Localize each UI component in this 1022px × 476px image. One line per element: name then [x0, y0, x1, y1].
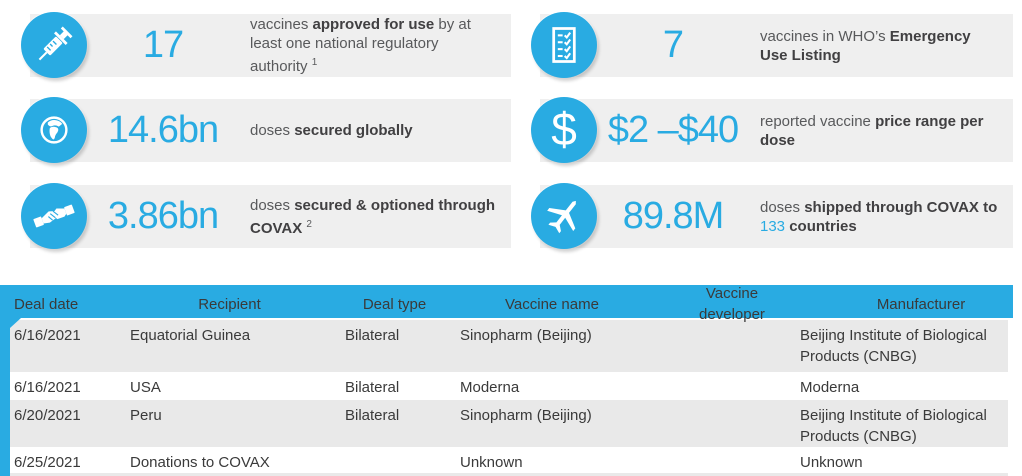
text-segment: countries — [785, 217, 857, 235]
stat-description: doses secured globally — [236, 121, 511, 140]
footnote-marker: 2 — [306, 218, 312, 230]
text-segment: vaccines in WHO’s — [760, 27, 890, 45]
text-segment-highlight: 133 — [760, 217, 786, 235]
cell-vaccine-name: Unknown — [460, 454, 523, 471]
handshake-icon — [21, 183, 87, 249]
cell-recipient: USA — [130, 379, 161, 396]
header-cell-deal-type: Deal type — [362, 295, 427, 313]
text-segment: doses — [250, 122, 295, 139]
globe-icon — [21, 97, 87, 163]
checklist-icon — [531, 12, 597, 78]
cell-manufacturer: Beijing Institute of Biological Products… — [800, 407, 987, 445]
cell-deal-type: Bilateral — [345, 327, 400, 344]
header-cell-vaccine-developer: Vaccine developer — [699, 285, 765, 323]
cell-deal-date: 6/25/2021 — [14, 454, 81, 471]
cell-manufacturer: Moderna — [800, 379, 860, 396]
cell-recipient: Donations to COVAX — [130, 454, 270, 471]
stat-value: 89.8M — [622, 195, 725, 237]
header-corner-notch — [10, 318, 21, 328]
cell-vaccine-developer — [650, 320, 790, 372]
cell-deal-type: Bilateral — [345, 379, 400, 396]
cell-recipient: Peru — [130, 407, 162, 424]
cell-deal-type: Bilateral — [345, 407, 400, 424]
stat-description: doses shipped through COVAX to 133 count… — [746, 198, 1013, 236]
cell-deal-type — [335, 447, 450, 473]
stat-description: vaccines in WHO’s Emergency Use Listing — [746, 27, 1013, 65]
dollar-icon: $ — [531, 97, 597, 163]
stat-description: vaccines approved for use by at least on… — [236, 15, 511, 76]
next-row-cutoff — [10, 473, 1008, 476]
stat-value: 7 — [662, 24, 684, 66]
text-segment: price range per dose — [760, 112, 984, 149]
text-segment: doses — [250, 196, 295, 214]
text-segment: secured & optioned through COVAX — [250, 196, 496, 237]
footnote-marker: 1 — [311, 57, 318, 68]
airplane-icon — [531, 183, 597, 249]
table-row: 6/16/2021 Equatorial Guinea Bilateral Si… — [10, 320, 1008, 372]
table-row: 6/25/2021 Donations to COVAX Unknown Unk… — [10, 447, 1008, 473]
cell-deal-date: 6/16/2021 — [14, 379, 81, 396]
cell-vaccine-developer — [650, 372, 790, 400]
deals-table: Deal date Recipient Deal type Vaccine na… — [0, 285, 1022, 476]
header-cell-vaccine-name: Vaccine name — [505, 295, 599, 313]
text-segment: secured globally — [294, 122, 413, 139]
text-segment: doses — [760, 198, 805, 216]
cell-vaccine-developer — [650, 447, 790, 473]
text-segment: shipped through COVAX to — [804, 198, 998, 216]
stat-card-who-eul: 7 vaccines in WHO’s Emergency Use Listin… — [531, 12, 1013, 78]
table-left-rail — [0, 285, 10, 476]
stat-card-covax-secured: 3.86bn doses secured & optioned through … — [21, 183, 511, 249]
cell-vaccine-name: Sinopharm (Beijing) — [460, 407, 592, 424]
header-cell-deal-date: Deal date — [14, 295, 79, 313]
stat-card-covax-shipped: 89.8M doses shipped through COVAX to 133… — [531, 183, 1013, 249]
cell-recipient: Equatorial Guinea — [130, 327, 251, 344]
cell-vaccine-developer — [650, 400, 790, 447]
text-segment: approved for use — [312, 16, 435, 33]
text-segment: Emergency Use Listing — [760, 27, 971, 64]
cell-vaccine-name: Moderna — [460, 379, 520, 396]
stat-description: doses secured & optioned through COVAX 2 — [236, 196, 511, 238]
stat-card-price-range: $ $2 –$40 reported vaccine price range p… — [531, 97, 1013, 163]
text-segment: by at least one national regulatory auth… — [250, 16, 471, 75]
dollar-glyph: $ — [551, 102, 577, 155]
cell-deal-date: 6/20/2021 — [14, 407, 81, 424]
stat-value: 3.86bn — [107, 195, 219, 237]
header-cell-recipient: Recipient — [198, 295, 261, 313]
cell-manufacturer: Unknown — [800, 454, 863, 471]
syringe-icon — [21, 12, 87, 78]
header-cell-manufacturer: Manufacturer — [876, 295, 966, 313]
cell-manufacturer: Beijing Institute of Biological Products… — [800, 327, 987, 365]
text-segment: reported vaccine — [760, 112, 876, 130]
stat-value: 17 — [142, 24, 184, 66]
stat-description: reported vaccine price range per dose — [746, 112, 1013, 150]
text-segment: vaccines — [250, 16, 313, 33]
stat-value: $2 –$40 — [607, 109, 739, 151]
stat-value: 14.6bn — [107, 109, 219, 151]
cell-deal-date: 6/16/2021 — [14, 327, 81, 344]
table-header-row: Deal date Recipient Deal type Vaccine na… — [0, 285, 1013, 323]
stat-card-approved-vaccines: 17 vaccines approved for use by at least… — [21, 12, 511, 78]
cell-vaccine-name: Sinopharm (Beijing) — [460, 327, 592, 344]
table-row: 6/16/2021 USA Bilateral Moderna Moderna — [10, 372, 1008, 400]
table-row: 6/20/2021 Peru Bilateral Sinopharm (Beij… — [10, 400, 1008, 447]
stat-card-doses-secured-globally: 14.6bn doses secured globally — [21, 97, 511, 163]
